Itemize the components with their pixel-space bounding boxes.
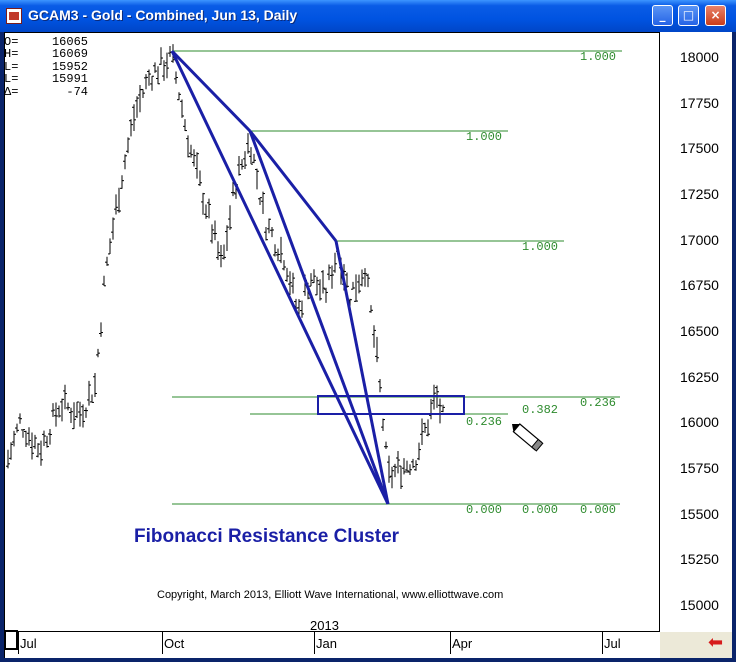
x-tick-mark: [450, 632, 451, 654]
ohlc-label: L=: [4, 59, 19, 74]
x-tick-label: Jan: [316, 636, 337, 651]
y-tick-label: 17750: [680, 94, 719, 111]
year-label: 2013: [310, 618, 339, 633]
fib-level-label: 0.382: [522, 403, 559, 417]
pencil-cursor-icon: [512, 423, 544, 452]
y-tick-label: 17500: [680, 140, 719, 157]
title-bar[interactable]: GCAM3 - Gold - Combined, Jun 13, Daily _…: [0, 0, 736, 32]
ohlc-value: 15952: [51, 59, 88, 74]
x-tick-label: Jul: [20, 636, 37, 651]
fib-level-label: 0.236: [580, 396, 617, 410]
resistance-box: [317, 395, 465, 415]
fib-level-label: 1.000: [466, 130, 503, 144]
red-arrow-icon[interactable]: ⬅: [708, 632, 724, 653]
price-axis: [660, 32, 732, 632]
ohlc-row: H= 16069: [4, 47, 88, 62]
window-title: GCAM3 - Gold - Combined, Jun 13, Daily: [28, 7, 298, 23]
ohlc-label: L=: [4, 72, 19, 87]
chart-area[interactable]: 18000 17750 17500 17250 17000 16750 16500 16250…: [4, 32, 732, 658]
y-tick-label: 16250: [680, 368, 719, 385]
trend-line-2: [248, 130, 390, 505]
maximize-button[interactable]: □: [678, 5, 699, 26]
trend-line-3: [334, 240, 390, 505]
ohlc-readout: O= 16065 H= 16069 L= 15952 L= 15991 Δ= -74: [4, 36, 88, 98]
fib-level-label: 0.000: [522, 503, 559, 517]
ohlc-value: 15991: [51, 72, 88, 87]
y-tick-label: 15750: [680, 460, 719, 476]
x-tick-mark: [162, 632, 163, 654]
minimize-button[interactable]: _: [652, 5, 673, 26]
copyright-text: Copyright, March 2013, Elliott Wave Inte…: [157, 589, 504, 601]
time-axis: [4, 632, 660, 658]
ohlc-label: Δ=: [4, 84, 19, 99]
fib-level-label: 1.000: [522, 240, 559, 254]
plot-area[interactable]: [4, 32, 660, 632]
y-tick-label: 15000: [680, 597, 719, 613]
x-tick-label: Oct: [164, 636, 185, 651]
fib-level-label: 0.000: [466, 503, 503, 517]
ohlc-row: Δ= -74: [4, 84, 88, 99]
y-tick-label: 15250: [680, 551, 719, 568]
close-button[interactable]: ×: [705, 5, 726, 26]
ohlc-value: 16069: [51, 47, 88, 62]
trend-line-1: [170, 50, 390, 505]
x-tick-label: Jul: [604, 636, 621, 651]
x-tick-mark: [314, 632, 315, 654]
ohlc-label: H=: [4, 47, 19, 62]
y-tick-label: 16750: [680, 277, 719, 294]
ohlc-row: L= 15991: [4, 72, 88, 87]
y-tick-label: 16000: [680, 414, 719, 431]
fib-level-label: 0.000: [580, 503, 617, 517]
y-tick-label: 18000: [680, 49, 719, 65]
y-tick-label: 17250: [680, 186, 719, 202]
y-tick-label: 17000: [680, 231, 719, 248]
ohlc-row: L= 15952: [4, 59, 88, 74]
ohlc-value: 16065: [51, 35, 88, 49]
trend-line-4: [170, 49, 252, 133]
ohlc-value: -74: [66, 84, 88, 99]
trend-line-5: [248, 130, 338, 242]
x-tick-mark: [18, 632, 19, 654]
ohlc-label: O=: [4, 35, 19, 49]
y-tick-label: 16500: [680, 323, 719, 339]
ohlc-row: O= 16065: [4, 35, 88, 49]
y-tick-label: 15500: [680, 505, 719, 522]
app-icon[interactable]: [6, 8, 22, 24]
fib-level-label: 1.000: [580, 50, 617, 64]
x-tick-mark: [602, 632, 603, 654]
scroll-left-marker[interactable]: [4, 630, 18, 650]
fib-level-label: 0.236: [466, 415, 503, 429]
chart-title: Fibonacci Resistance Cluster: [134, 526, 400, 547]
x-tick-label: Apr: [452, 636, 473, 651]
